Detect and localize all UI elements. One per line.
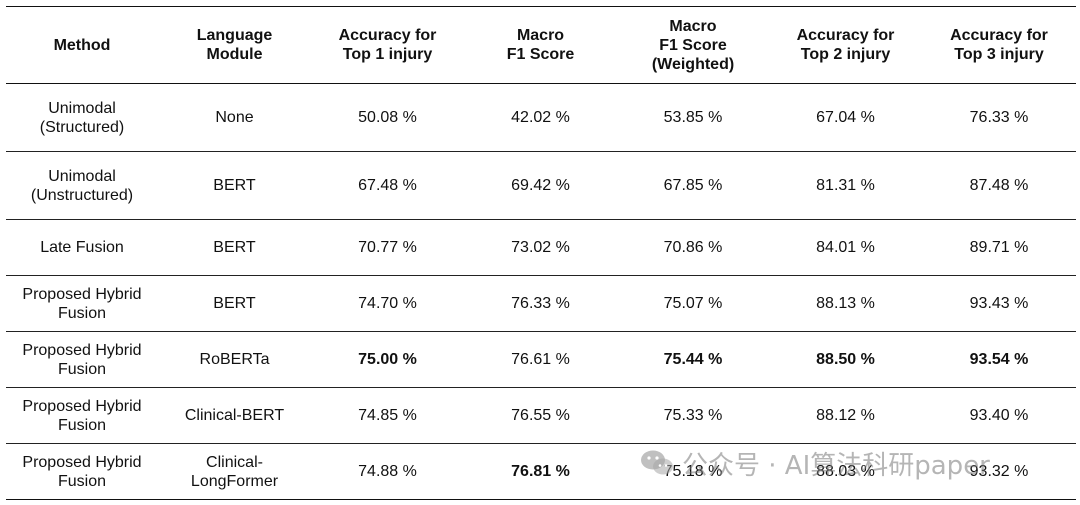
header-macro-f1-weighted: Macro F1 Score (Weighted) (617, 6, 769, 84)
cell-macro-f1-weighted: 70.86 % (617, 219, 769, 276)
cell-top3: 87.48 % (922, 151, 1076, 220)
header-row: Method Language Module Accuracy for Top … (6, 6, 1076, 84)
cell-macro-f1-weighted: 75.07 % (617, 275, 769, 332)
cell-module: Clinical-BERT (158, 387, 311, 444)
cell-top3: 93.40 % (922, 387, 1076, 444)
table-row: Proposed Hybrid Fusion RoBERTa 75.00 % 7… (6, 331, 1076, 388)
table-row: Unimodal (Unstructured) BERT 67.48 % 69.… (6, 151, 1076, 220)
cell-top1-best: 75.00 % (311, 331, 464, 388)
cell-top1: 67.48 % (311, 151, 464, 220)
cell-module: Clinical- LongFormer (158, 443, 311, 500)
cell-macro-f1: 76.33 % (464, 275, 617, 332)
results-table: Method Language Module Accuracy for Top … (6, 6, 1076, 500)
cell-top3: 93.43 % (922, 275, 1076, 332)
table-row: Proposed Hybrid Fusion BERT 74.70 % 76.3… (6, 275, 1076, 332)
header-macro-f1: Macro F1 Score (464, 6, 617, 84)
header-method: Method (6, 6, 158, 84)
cell-top3: 76.33 % (922, 83, 1076, 152)
cell-top1: 74.85 % (311, 387, 464, 444)
table-row: Proposed Hybrid Fusion Clinical-BERT 74.… (6, 387, 1076, 444)
header-accuracy-top3: Accuracy for Top 3 injury (922, 6, 1076, 84)
cell-top2: 88.13 % (769, 275, 922, 332)
cell-macro-f1-weighted: 75.18 % (617, 443, 769, 500)
cell-method: Unimodal (Structured) (6, 83, 158, 152)
cell-method: Proposed Hybrid Fusion (6, 275, 158, 332)
table-row: Late Fusion BERT 70.77 % 73.02 % 70.86 %… (6, 219, 1076, 276)
cell-top1: 70.77 % (311, 219, 464, 276)
cell-top1: 50.08 % (311, 83, 464, 152)
cell-macro-f1: 69.42 % (464, 151, 617, 220)
table-row: Unimodal (Structured) None 50.08 % 42.02… (6, 83, 1076, 152)
cell-module: BERT (158, 219, 311, 276)
cell-module: RoBERTa (158, 331, 311, 388)
cell-method: Proposed Hybrid Fusion (6, 331, 158, 388)
cell-module: BERT (158, 151, 311, 220)
table-row: Proposed Hybrid Fusion Clinical- LongFor… (6, 443, 1076, 500)
header-accuracy-top1: Accuracy for Top 1 injury (311, 6, 464, 84)
cell-macro-f1-weighted-best: 75.44 % (617, 331, 769, 388)
cell-top3: 93.32 % (922, 443, 1076, 500)
cell-top1: 74.88 % (311, 443, 464, 500)
cell-top2-best: 88.50 % (769, 331, 922, 388)
cell-module: None (158, 83, 311, 152)
cell-module: BERT (158, 275, 311, 332)
cell-macro-f1: 76.55 % (464, 387, 617, 444)
header-accuracy-top2: Accuracy for Top 2 injury (769, 6, 922, 84)
cell-top2: 88.12 % (769, 387, 922, 444)
cell-top2: 88.03 % (769, 443, 922, 500)
cell-top3-best: 93.54 % (922, 331, 1076, 388)
cell-macro-f1: 42.02 % (464, 83, 617, 152)
cell-method: Proposed Hybrid Fusion (6, 387, 158, 444)
cell-method: Unimodal (Unstructured) (6, 151, 158, 220)
cell-macro-f1-weighted: 53.85 % (617, 83, 769, 152)
cell-macro-f1: 76.61 % (464, 331, 617, 388)
cell-top2: 84.01 % (769, 219, 922, 276)
cell-method: Proposed Hybrid Fusion (6, 443, 158, 500)
cell-macro-f1-weighted: 75.33 % (617, 387, 769, 444)
cell-top3: 89.71 % (922, 219, 1076, 276)
cell-method: Late Fusion (6, 219, 158, 276)
header-language-module: Language Module (158, 6, 311, 84)
cell-top1: 74.70 % (311, 275, 464, 332)
cell-macro-f1-best: 76.81 % (464, 443, 617, 500)
cell-macro-f1-weighted: 67.85 % (617, 151, 769, 220)
cell-top2: 81.31 % (769, 151, 922, 220)
cell-top2: 67.04 % (769, 83, 922, 152)
cell-macro-f1: 73.02 % (464, 219, 617, 276)
